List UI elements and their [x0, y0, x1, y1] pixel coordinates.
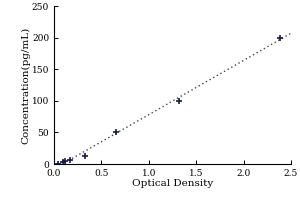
X-axis label: Optical Density: Optical Density — [132, 179, 213, 188]
Y-axis label: Concentration(pg/mL): Concentration(pg/mL) — [21, 26, 30, 144]
